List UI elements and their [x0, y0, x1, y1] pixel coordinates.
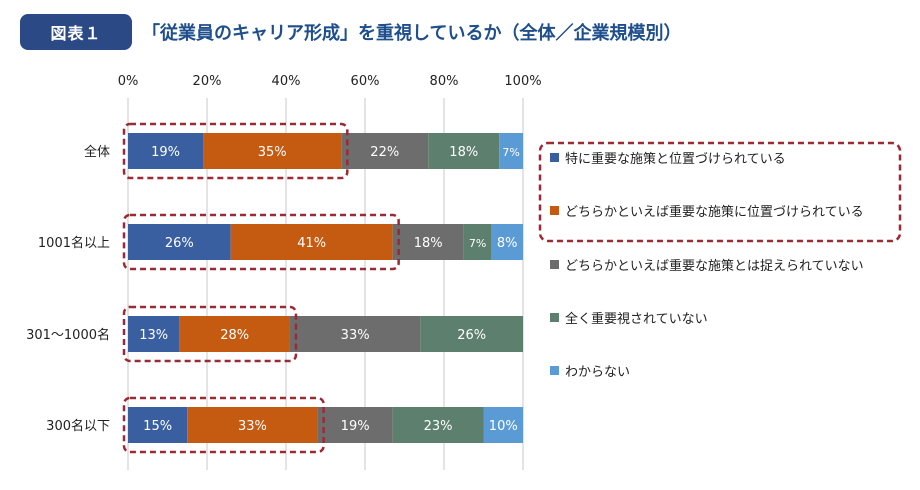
data-label: 18%	[414, 236, 443, 251]
bar-segment	[499, 133, 523, 169]
data-label: 22%	[370, 145, 399, 160]
data-label: 7%	[502, 146, 519, 159]
highlight-box	[122, 213, 400, 271]
legend-label: どちらかといえば重要な施策に位置づけられている	[565, 205, 864, 220]
highlight-box	[122, 396, 325, 454]
legend-label: どちらかといえば重要な施策とは捉えられていない	[565, 259, 864, 274]
chart-title: 「従業員のキャリア形成」を重視しているか（全体／企業規模別）	[142, 23, 682, 44]
bar-segment	[128, 407, 188, 443]
bar-segment	[463, 224, 492, 260]
data-label: 19%	[341, 419, 370, 434]
legend-swatch	[550, 260, 559, 269]
data-label: 41%	[297, 236, 326, 251]
bar-segment	[420, 316, 523, 352]
legend-label: 全く重要視されていない	[565, 312, 708, 327]
bar-segment	[230, 224, 393, 260]
x-tick-label: 100%	[504, 74, 541, 89]
bar-segment	[341, 133, 429, 169]
x-tick-label: 20%	[193, 74, 222, 89]
data-label: 33%	[341, 328, 370, 343]
bar-segment	[187, 407, 318, 443]
bar-segment	[128, 133, 204, 169]
legend-swatch	[550, 206, 559, 215]
bar-segment	[128, 316, 180, 352]
legend-item: どちらかといえば重要な施策とは捉えられていない	[550, 255, 864, 274]
data-label: 19%	[151, 145, 180, 160]
legend-item: 全く重要視されていない	[550, 308, 708, 327]
highlight-box	[122, 305, 298, 363]
data-label: 23%	[424, 419, 453, 434]
legend-highlight-box	[538, 141, 902, 243]
legend-item: わからない	[550, 361, 630, 380]
data-label: 18%	[449, 145, 478, 160]
legend-item: 特に重要な施策と位置づけられている	[550, 148, 786, 167]
bar-segment	[317, 407, 393, 443]
x-tick-label: 0%	[118, 74, 139, 89]
bar-segment	[392, 407, 484, 443]
legend-item: どちらかといえば重要な施策に位置づけられている	[550, 201, 864, 220]
x-tick-label: 80%	[430, 74, 459, 89]
x-tick-label: 60%	[351, 74, 380, 89]
legend-label: わからない	[565, 365, 631, 380]
bar-segment	[392, 224, 464, 260]
x-tick-label: 40%	[272, 74, 301, 89]
header: 図表１ 「従業員のキャリア形成」を重視しているか（全体／企業規模別）	[0, 0, 920, 56]
figure-badge: 図表１	[20, 14, 132, 50]
data-label: 10%	[489, 419, 518, 434]
data-label: 15%	[143, 419, 172, 434]
legend-label: 特に重要な施策と位置づけられている	[565, 152, 786, 167]
category-label: 301～1000名	[26, 327, 110, 343]
data-label: 13%	[139, 328, 168, 343]
bar-segment	[179, 316, 290, 352]
data-label: 28%	[220, 328, 249, 343]
data-label: 33%	[238, 419, 267, 434]
bar-segment	[203, 133, 342, 169]
legend-swatch	[550, 313, 559, 322]
bar-segment	[491, 224, 523, 260]
data-label: 26%	[165, 236, 194, 251]
data-label: 8%	[497, 236, 518, 251]
category-label: 300名以下	[46, 418, 110, 434]
category-label: 1001名以上	[38, 235, 110, 251]
highlight-box	[122, 122, 349, 180]
category-label: 全体	[84, 144, 110, 160]
legend-swatch	[550, 366, 559, 375]
bar-segment	[428, 133, 500, 169]
data-label: 7%	[469, 237, 486, 250]
bar-segment	[483, 407, 523, 443]
legend-swatch	[550, 153, 559, 162]
data-label: 26%	[457, 328, 486, 343]
bar-segment	[289, 316, 421, 352]
bar-segment	[128, 224, 231, 260]
data-label: 35%	[258, 145, 287, 160]
